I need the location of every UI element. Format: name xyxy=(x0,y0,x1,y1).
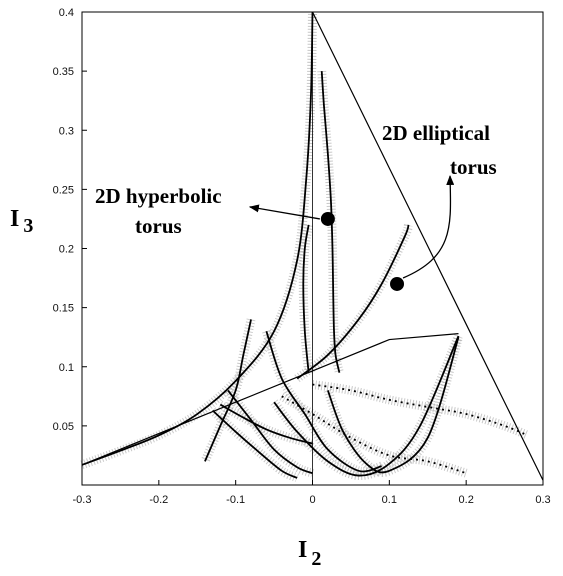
series-curve xyxy=(81,11,314,466)
series-curve xyxy=(265,330,382,473)
hyperbolic-torus-point xyxy=(320,211,335,226)
elliptical-arrow xyxy=(402,174,455,279)
series-curve xyxy=(219,403,313,445)
y-tick-label: 0.25 xyxy=(53,184,74,196)
x-tick-label: 0 xyxy=(309,494,315,506)
trajectory-curves xyxy=(81,11,544,481)
hyperbolic-label-line1: 2D hyperbolic xyxy=(95,184,222,208)
series-curve xyxy=(302,224,310,373)
elliptical-torus-point xyxy=(390,276,405,291)
x-tick-label: 0.2 xyxy=(459,494,474,506)
x-tick-label: 0.1 xyxy=(382,494,397,506)
y-axis-ticks: 0.05 0.1 0.15 0.2 0.25 0.3 0.35 0.4 xyxy=(53,7,87,433)
hyperbolic-arrow xyxy=(248,204,320,220)
y-axis-label-main: I xyxy=(10,206,19,232)
x-axis-label-main: I xyxy=(298,537,307,563)
y-tick-label: 0.15 xyxy=(53,303,74,315)
series-curve xyxy=(227,389,313,475)
series-curve xyxy=(81,333,459,466)
elliptical-label-line1: 2D elliptical xyxy=(382,121,490,145)
series-curve xyxy=(273,335,460,477)
series-curve xyxy=(212,409,298,479)
x-tick-label: -0.2 xyxy=(149,494,168,506)
elliptical-torus-label: 2D elliptical torus xyxy=(382,121,497,179)
y-tick-label: 0.35 xyxy=(53,66,74,78)
y-tick-label: 0.05 xyxy=(53,421,74,433)
series-curve xyxy=(281,395,467,475)
x-axis-ticks: -0.3 -0.2 -0.1 0 0.1 0.2 0.3 xyxy=(73,480,551,506)
x-tick-label: -0.1 xyxy=(226,494,245,506)
hyperbolic-label-line2: torus xyxy=(135,214,182,238)
series-curve xyxy=(311,11,544,481)
elliptical-label-line2: torus xyxy=(450,155,497,179)
y-tick-label: 0.1 xyxy=(59,362,74,374)
series-curve xyxy=(204,319,252,462)
x-tick-label: -0.3 xyxy=(73,494,92,506)
series-curve xyxy=(296,224,410,380)
y-tick-label: 0.2 xyxy=(59,244,74,256)
y-tick-label: 0.3 xyxy=(59,125,74,137)
y-axis-label-sub: 3 xyxy=(23,215,33,237)
y-tick-label: 0.4 xyxy=(59,7,74,19)
x-axis-label-sub: 2 xyxy=(311,548,321,570)
x-tick-label: 0.3 xyxy=(535,494,550,506)
series-curve xyxy=(327,336,460,474)
series-shading xyxy=(311,380,530,440)
hyperbolic-torus-label: 2D hyperbolic torus xyxy=(95,184,227,238)
